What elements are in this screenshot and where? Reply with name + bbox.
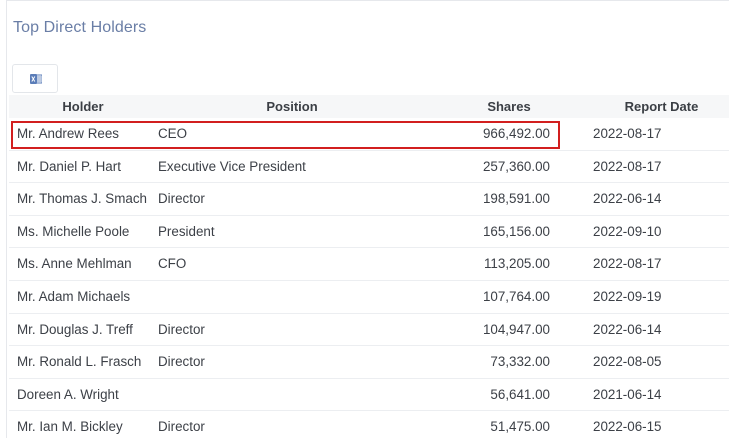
position-cell: Executive Vice President	[158, 158, 306, 174]
table-row[interactable]: Mr. Andrew Rees CEO 966,492.00 2022-08-1…	[9, 118, 729, 151]
holder-cell: Ms. Michelle Poole	[17, 223, 130, 239]
section-title: Top Direct Holders	[13, 19, 147, 36]
report-date-cell: 2022-06-14	[593, 321, 662, 337]
table-row[interactable]: Ms. Anne Mehlman CFO 113,205.00 2022-08-…	[9, 248, 729, 281]
position-cell: Director	[158, 191, 205, 207]
export-excel-button[interactable]	[12, 64, 58, 93]
holder-cell: Mr. Andrew Rees	[17, 126, 119, 141]
table-row[interactable]: Mr. Douglas J. Treff Director 104,947.00…	[9, 314, 729, 347]
shares-cell: 165,156.00	[482, 223, 550, 239]
report-date-cell: 2022-06-14	[593, 191, 662, 207]
holder-cell: Mr. Ronald L. Frasch	[17, 354, 142, 370]
panel-top-border	[6, 0, 729, 1]
excel-export-icon	[30, 74, 42, 84]
holder-cell: Mr. Adam Michaels	[17, 288, 131, 304]
table-row[interactable]: Doreen A. Wright 56,641.00 2021-06-14	[9, 379, 729, 412]
report-date-cell: 2022-08-17	[593, 158, 662, 174]
position-cell: CFO	[158, 256, 187, 272]
shares-cell: 56,641.00	[490, 386, 550, 402]
position-cell: President	[158, 223, 215, 239]
column-header-position[interactable]: Position	[266, 99, 318, 114]
holder-cell: Mr. Douglas J. Treff	[17, 321, 133, 337]
holder-cell: Doreen A. Wright	[17, 386, 119, 402]
report-date-cell: 2022-08-17	[593, 126, 662, 141]
position-cell: Director	[158, 354, 205, 370]
holder-cell: Mr. Thomas J. Smach	[17, 191, 147, 207]
table-body: Mr. Andrew Rees CEO 966,492.00 2022-08-1…	[9, 118, 729, 438]
position-cell: CEO	[158, 126, 188, 141]
report-date-cell: 2022-09-19	[593, 288, 662, 304]
shares-cell: 51,475.00	[490, 419, 550, 435]
holders-table: Holder Position Shares Report Date Mr. A…	[9, 95, 729, 438]
panel-left-border	[6, 0, 7, 438]
shares-cell: 966,492.00	[482, 126, 550, 141]
column-header-report-date[interactable]: Report Date	[624, 99, 699, 114]
table-row[interactable]: Mr. Daniel P. Hart Executive Vice Presid…	[9, 151, 729, 184]
table-row[interactable]: Mr. Ian M. Bickley Director 51,475.00 20…	[9, 411, 729, 438]
column-header-holder[interactable]: Holder	[62, 99, 104, 114]
shares-cell: 104,947.00	[482, 321, 550, 337]
holder-cell: Mr. Daniel P. Hart	[17, 158, 121, 174]
table-row[interactable]: Mr. Ronald L. Frasch Director 73,332.00 …	[9, 346, 729, 379]
report-date-cell: 2022-06-15	[593, 419, 662, 435]
holder-cell: Mr. Ian M. Bickley	[17, 419, 123, 435]
table-row[interactable]: Ms. Michelle Poole President 165,156.00 …	[9, 216, 729, 249]
shares-cell: 107,764.00	[482, 288, 550, 304]
report-date-cell: 2022-08-05	[593, 354, 662, 370]
column-header-shares[interactable]: Shares	[487, 99, 531, 114]
report-date-cell: 2022-09-10	[593, 223, 662, 239]
report-date-cell: 2021-06-14	[593, 386, 662, 402]
table-row[interactable]: Mr. Adam Michaels 107,764.00 2022-09-19	[9, 281, 729, 314]
report-date-cell: 2022-08-17	[593, 256, 662, 272]
shares-cell: 113,205.00	[483, 256, 550, 272]
shares-cell: 198,591.00	[482, 191, 550, 207]
holder-cell: Ms. Anne Mehlman	[17, 256, 132, 272]
table-header: Holder Position Shares Report Date	[9, 95, 729, 118]
shares-cell: 73,332.00	[490, 354, 550, 370]
position-cell: Director	[158, 419, 205, 435]
table-row[interactable]: Mr. Thomas J. Smach Director 198,591.00 …	[9, 183, 729, 216]
shares-cell: 257,360.00	[482, 158, 550, 174]
position-cell: Director	[158, 321, 205, 337]
